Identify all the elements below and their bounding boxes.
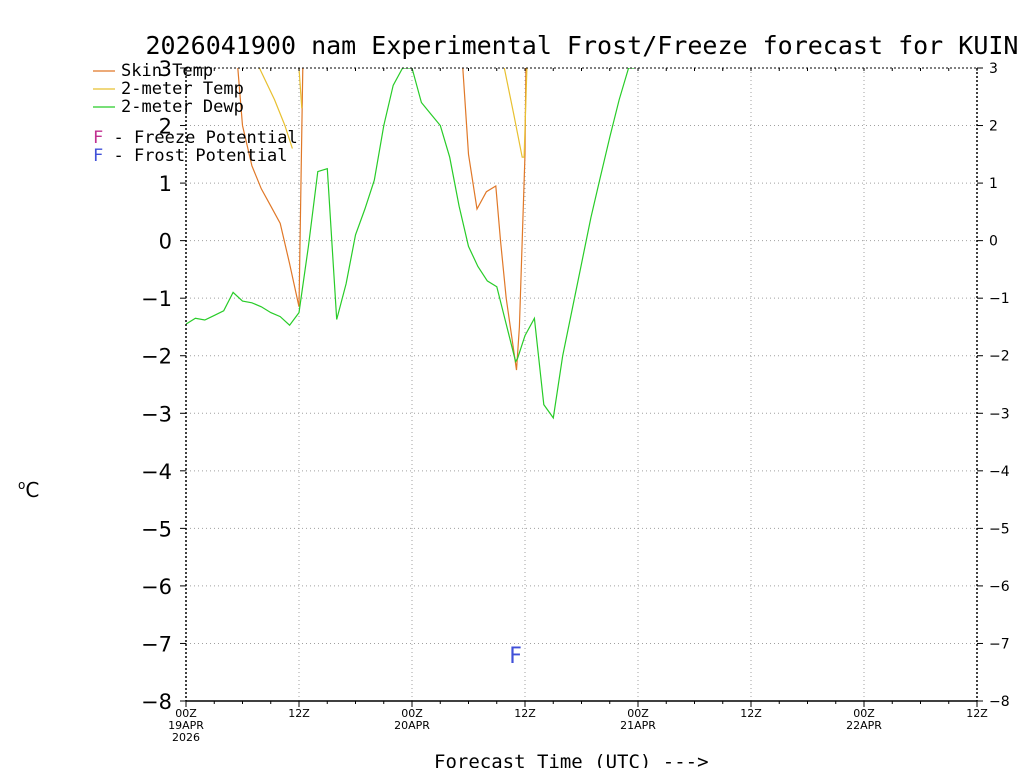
- x-tick-label: 00Z: [627, 707, 649, 720]
- 2-meter-temp-line: [503, 68, 528, 158]
- 2-meter-temp-line: [258, 68, 293, 149]
- legend-potential: F - Freeze Potential: [93, 128, 298, 148]
- y-tick-label-left: 0: [159, 230, 172, 254]
- x-axis-label: Forecast Time (UTC) --->: [434, 751, 709, 768]
- x-tick-label: 22APR: [846, 719, 882, 732]
- y-tick-label-right: −4: [989, 464, 1010, 480]
- y-tick-label-left: −7: [141, 632, 172, 656]
- x-tick-label: 12Z: [288, 707, 310, 720]
- x-tick-label: 00Z: [853, 707, 875, 720]
- y-tick-label-right: −3: [989, 406, 1010, 422]
- potential-letter: F: [93, 146, 103, 166]
- x-tick-label: 12Z: [514, 707, 536, 720]
- y-axis-unit-label: oC: [18, 478, 39, 502]
- y-tick-labels: 3 3 2 2 1 1 0 0 −1 −1 −2 −2 −3 −3 −4 −4 −5 −5 −6 −6 −7 −7 −8 −8: [141, 57, 1010, 714]
- y-tick-label-left: −8: [141, 690, 172, 714]
- unit-letter: C: [25, 478, 39, 502]
- legend-item-label: 2-meter Dewp: [121, 97, 244, 117]
- skin-temp-line: [237, 68, 304, 307]
- y-tick-label-right: −8: [989, 694, 1010, 710]
- y-tick-label-right: 0: [989, 234, 998, 250]
- y-tick-label-right: −5: [989, 521, 1010, 537]
- y-tick-label-right: 2: [989, 119, 998, 135]
- legend-item-label: Skin Temp: [121, 61, 213, 81]
- x-tick-label: 00Z: [175, 707, 197, 720]
- legend-item-label: 2-meter Temp: [121, 79, 244, 99]
- 2-meter-temp-line: [298, 68, 303, 109]
- y-tick-label-right: 3: [989, 61, 998, 77]
- x-tick-label: 12Z: [966, 707, 988, 720]
- y-tick-label-right: −6: [989, 579, 1010, 595]
- x-tick-label: 20APR: [394, 719, 430, 732]
- y-tick-label-right: −1: [989, 291, 1010, 307]
- 2-meter-dewp-line: [186, 68, 635, 420]
- chart-title: 2026041900 nam Experimental Frost/Freeze…: [146, 31, 1019, 60]
- x-tick-label: 00Z: [401, 707, 423, 720]
- y-tick-label-left: −3: [141, 402, 172, 426]
- y-tick-label-left: −1: [141, 287, 172, 311]
- frost-mark: F: [509, 644, 522, 669]
- y-tick-label-left: 3: [159, 57, 172, 81]
- x-tick-label: 21APR: [620, 719, 656, 732]
- potential-label: - Freeze Potential: [103, 128, 297, 148]
- y-tick-label-right: 1: [989, 176, 998, 192]
- frost-marks: F: [509, 644, 522, 669]
- series-lines: [186, 68, 635, 420]
- potential-label: - Frost Potential: [103, 146, 287, 166]
- y-tick-label-right: −7: [989, 636, 1010, 652]
- x-tick-label: 12Z: [740, 707, 762, 720]
- axes: [180, 67, 983, 707]
- x-tick-label: 19APR: [168, 719, 204, 732]
- y-tick-label-left: −6: [141, 575, 172, 599]
- gridlines: [186, 68, 977, 701]
- legend-potential: F - Frost Potential: [93, 146, 287, 166]
- y-tick-label-left: −5: [141, 517, 172, 541]
- x-tick-label: 2026: [172, 731, 200, 744]
- degree-sup: o: [18, 478, 25, 492]
- y-tick-label-left: −4: [141, 460, 172, 484]
- y-tick-label-right: −2: [989, 349, 1010, 365]
- y-tick-label-left: 1: [159, 172, 172, 196]
- y-tick-label-left: −2: [141, 345, 172, 369]
- potential-letter: F: [93, 128, 103, 148]
- skin-temp-line: [462, 68, 527, 371]
- y-tick-label-left: 2: [159, 115, 172, 139]
